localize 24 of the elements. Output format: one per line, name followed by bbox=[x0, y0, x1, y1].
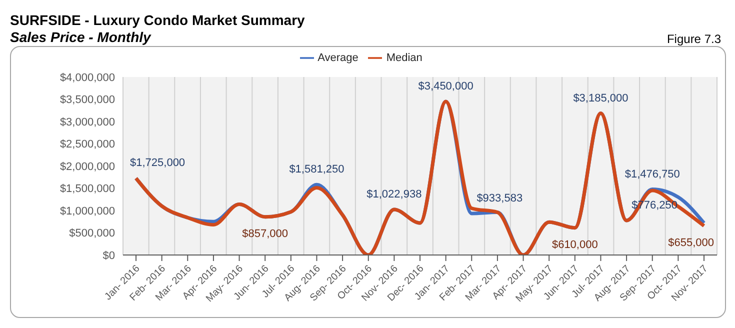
data-label: $857,000 bbox=[242, 228, 288, 240]
data-label: $3,450,000 bbox=[418, 80, 474, 92]
y-tick-label: $1,000,000 bbox=[60, 205, 115, 218]
legend-label: Median bbox=[386, 52, 422, 64]
data-label: $1,476,750 bbox=[624, 168, 680, 180]
y-tick-label: $500,000 bbox=[69, 228, 115, 240]
data-label: $1,581,250 bbox=[289, 164, 344, 176]
y-tick-label: $1,500,000 bbox=[60, 183, 115, 196]
y-tick-label: $4,000,000 bbox=[60, 72, 115, 84]
legend-label: Average bbox=[318, 52, 358, 64]
data-label: $933,583 bbox=[476, 192, 523, 204]
y-tick-label: $0 bbox=[102, 250, 115, 262]
data-label: $655,000 bbox=[668, 236, 714, 249]
chart-subtitle: Sales Price - Monthly bbox=[10, 29, 151, 45]
data-label: $1,022,938 bbox=[366, 188, 422, 200]
data-label: $610,000 bbox=[552, 238, 598, 251]
chart-title: SURFSIDE - Luxury Condo Market Summary bbox=[10, 12, 305, 28]
y-tick-label: $2,000,000 bbox=[60, 160, 115, 173]
data-label: $1,725,000 bbox=[130, 157, 186, 170]
y-tick-label: $3,000,000 bbox=[60, 116, 115, 128]
data-label: $3,185,000 bbox=[573, 92, 628, 104]
y-tick-label: $2,500,000 bbox=[60, 138, 115, 151]
caption: Figure 7.3 bbox=[666, 32, 721, 46]
y-tick-label: $3,500,000 bbox=[60, 94, 115, 106]
